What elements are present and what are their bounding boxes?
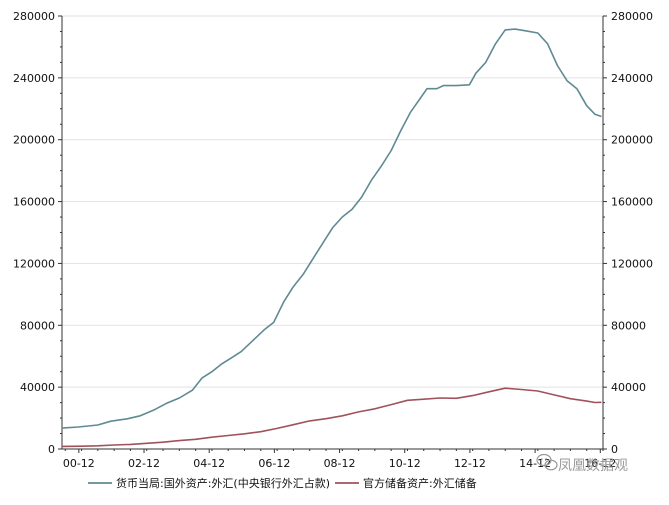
- series-line-2: [61, 387, 602, 448]
- x-tick-label: 16-12: [584, 457, 616, 470]
- y-tick-label-right: 200000: [611, 134, 653, 147]
- y-tick-label-left: 240000: [13, 72, 55, 85]
- x-tick-label: 00-12: [63, 457, 95, 470]
- x-tick-label: 14-12: [519, 457, 551, 470]
- series-lines: [61, 28, 602, 448]
- legend: 货币当局:国外资产:外汇(中央银行外汇占款) 官方储备资产:外汇储备: [88, 476, 477, 490]
- y-tick-label-right: 120000: [611, 257, 653, 270]
- y-tick-label-left: 40000: [20, 381, 55, 394]
- y-tick-label-right: 160000: [611, 196, 653, 209]
- y-tick-label-right: 240000: [611, 72, 653, 85]
- y-tick-label-right: 280000: [611, 10, 653, 23]
- axes: 0 0 40000 40000 80000 80000 120000 120000 160000…: [13, 10, 653, 470]
- y-tick-label-right: 40000: [611, 381, 646, 394]
- series-line-1: [61, 28, 602, 429]
- y-tick-label-left: 120000: [13, 257, 55, 270]
- y-tick-label-left: 80000: [20, 319, 55, 332]
- x-tick-label: 06-12: [258, 457, 290, 470]
- y-tick-label-left: 280000: [13, 10, 55, 23]
- legend-label-1: 货币当局:国外资产:外汇(中央银行外汇占款): [116, 476, 330, 490]
- watermark-text: 凤凰数据观: [558, 458, 628, 474]
- watermark: 凤凰数据观: [536, 453, 628, 474]
- y-tick-label-left: 0: [48, 443, 55, 456]
- x-tick-label: 08-12: [324, 457, 356, 470]
- x-tick-label: 10-12: [389, 457, 421, 470]
- legend-label-2: 官方储备资产:外汇储备: [363, 476, 477, 490]
- x-tick-label: 04-12: [193, 457, 225, 470]
- y-tick-label-left: 200000: [13, 134, 55, 147]
- gridlines: [62, 15, 603, 388]
- wechat-icon: [536, 453, 558, 471]
- y-tick-label-right: 80000: [611, 319, 646, 332]
- x-tick-label: 02-12: [128, 457, 160, 470]
- x-tick-label: 12-12: [454, 457, 486, 470]
- y-tick-label-right: 0: [611, 443, 618, 456]
- y-tick-label-left: 160000: [13, 196, 55, 209]
